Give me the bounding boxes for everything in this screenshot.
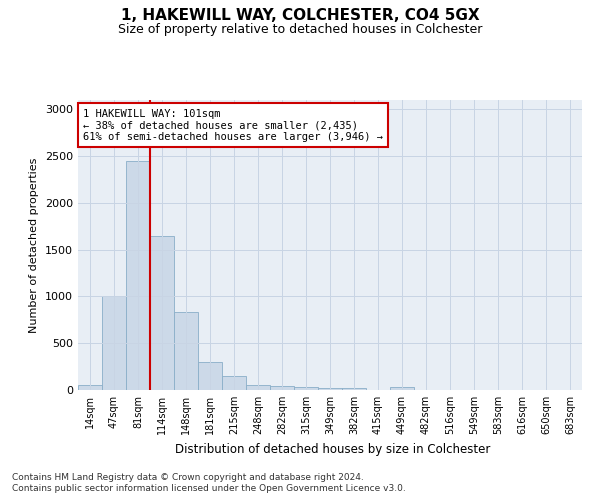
Bar — [198, 362, 222, 390]
Bar — [342, 388, 366, 390]
Bar — [126, 161, 150, 390]
Bar — [102, 296, 126, 390]
Text: Size of property relative to detached houses in Colchester: Size of property relative to detached ho… — [118, 22, 482, 36]
Y-axis label: Number of detached properties: Number of detached properties — [29, 158, 40, 332]
Text: Contains HM Land Registry data © Crown copyright and database right 2024.: Contains HM Land Registry data © Crown c… — [12, 472, 364, 482]
Bar — [294, 387, 318, 390]
Bar — [222, 376, 246, 390]
Bar — [150, 236, 174, 390]
Bar — [390, 387, 414, 390]
Bar — [174, 312, 198, 390]
Bar — [318, 388, 342, 390]
Text: Distribution of detached houses by size in Colchester: Distribution of detached houses by size … — [175, 442, 491, 456]
Text: 1, HAKEWILL WAY, COLCHESTER, CO4 5GX: 1, HAKEWILL WAY, COLCHESTER, CO4 5GX — [121, 8, 479, 22]
Text: Contains public sector information licensed under the Open Government Licence v3: Contains public sector information licen… — [12, 484, 406, 493]
Bar — [78, 385, 102, 390]
Bar — [246, 385, 270, 390]
Bar — [270, 386, 294, 390]
Text: 1 HAKEWILL WAY: 101sqm
← 38% of detached houses are smaller (2,435)
61% of semi-: 1 HAKEWILL WAY: 101sqm ← 38% of detached… — [83, 108, 383, 142]
